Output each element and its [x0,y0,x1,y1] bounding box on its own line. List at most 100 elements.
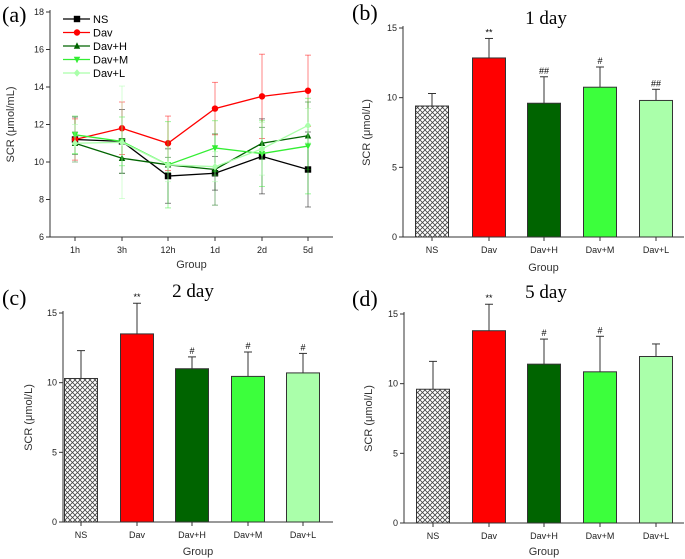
bar-dav-m: # [231,341,265,523]
significance-mark: ** [133,292,141,302]
bar-dav-l: ## [639,78,673,238]
panel-title: 5 day [525,282,567,303]
bar-dav-h: # [527,328,561,524]
legend-label: Dav+L [93,68,125,80]
data-point [118,138,126,147]
panel-a: (a) 6 8 10 12 14 16 18 1h 3h 12h 1d 2d 5d Group SCR (μm… [2,2,333,271]
data-point [73,69,81,77]
series-line [74,135,309,171]
data-point [73,15,81,23]
data-point [211,105,219,112]
x-tick-label: Dav [129,530,146,540]
data-point [73,29,81,36]
significance-mark: ## [651,78,661,88]
significance-mark: ** [485,293,493,303]
significance-mark: # [597,325,602,335]
panel-label: (b) [352,0,378,25]
bar [472,330,506,524]
data-point [304,143,312,150]
data-point [211,162,219,171]
legend-item: Dav [63,28,113,40]
bar [583,86,617,238]
y-tick-label: 5 [392,162,397,172]
legend-label: NS [93,14,108,26]
y-tick-label: 8 [39,195,44,205]
legend-item: Dav+H [63,41,127,53]
bar [416,388,450,524]
bar-dav-l: # [286,342,320,523]
series-line [74,138,309,177]
bar-dav-l [639,343,673,524]
bar [527,102,561,238]
data-point [258,93,266,100]
bar-dav-m: # [583,56,617,238]
y-tick-label: 0 [52,517,57,527]
bar-dav: ** [120,292,154,523]
y-axis-label: SCR (μmol/L) [363,385,375,452]
bar [231,375,265,523]
x-axis-label: Group [529,546,560,558]
y-tick-label: 10 [387,93,397,103]
data-point [211,145,219,152]
y-tick-label: 18 [34,7,44,17]
legend-label: Dav [93,28,113,40]
bar [583,371,617,524]
data-point [258,145,266,153]
x-tick-label: Dav+H [178,530,206,540]
significance-mark: # [189,346,194,356]
panel-label: (d) [352,286,378,311]
data-point [164,161,172,169]
y-tick-label: 15 [388,309,398,319]
bar-dav-h: ## [527,66,561,238]
x-tick-label: 1h [70,245,80,255]
data-point [73,42,81,49]
bar-dav: ** [472,293,506,524]
significance-mark: # [245,341,250,351]
bar-ns [415,92,449,238]
series-line [74,90,309,144]
significance-mark: # [300,342,305,352]
significance-mark: # [541,328,546,338]
x-axis-label: Group [528,262,559,274]
legend-item: Dav+L [63,68,125,80]
bar [286,372,320,523]
data-point [73,56,81,64]
y-tick-label: 16 [34,45,44,55]
x-tick-label: Dav+L [643,531,669,541]
bar [639,355,673,524]
legend-label: Dav+M [93,55,128,67]
x-tick-label: 2d [257,245,267,255]
bar [64,377,98,523]
y-tick-label: 15 [387,23,397,33]
bar-ns [64,350,98,523]
x-tick-label: Dav+M [586,245,615,255]
y-tick-label: 10 [47,378,57,388]
x-tick-label: Dav+L [290,530,316,540]
y-tick-label: 5 [52,447,57,457]
panel-c: (c) 2 day 0 5 10 15 NS Dav Dav+H Dav+M Dav+L Group S… [2,281,333,558]
data-point [304,121,312,130]
y-tick-label: 6 [39,232,44,242]
x-tick-label: Dav+M [234,530,263,540]
x-tick-label: NS [427,531,440,541]
x-axis-label: Group [183,546,214,558]
x-tick-label: Dav [481,245,498,255]
panel-title: 2 day [172,281,214,302]
panel-label: (a) [2,2,26,27]
bar-dav-m: # [583,325,617,524]
series-line [74,134,309,166]
x-tick-label: Dav [481,531,498,541]
x-tick-label: 12h [160,245,175,255]
y-tick-label: 0 [392,232,397,242]
x-tick-label: Dav+L [643,245,669,255]
bar-dav: ** [472,27,506,238]
y-tick-label: 5 [393,448,398,458]
x-tick-label: 5d [303,245,313,255]
bar [472,57,506,238]
y-axis-label: SCR (μmol/mL) [5,86,17,162]
bar [175,368,209,523]
x-tick-label: Dav+M [586,531,615,541]
y-tick-label: 0 [393,518,398,528]
legend-item: NS [63,14,108,26]
